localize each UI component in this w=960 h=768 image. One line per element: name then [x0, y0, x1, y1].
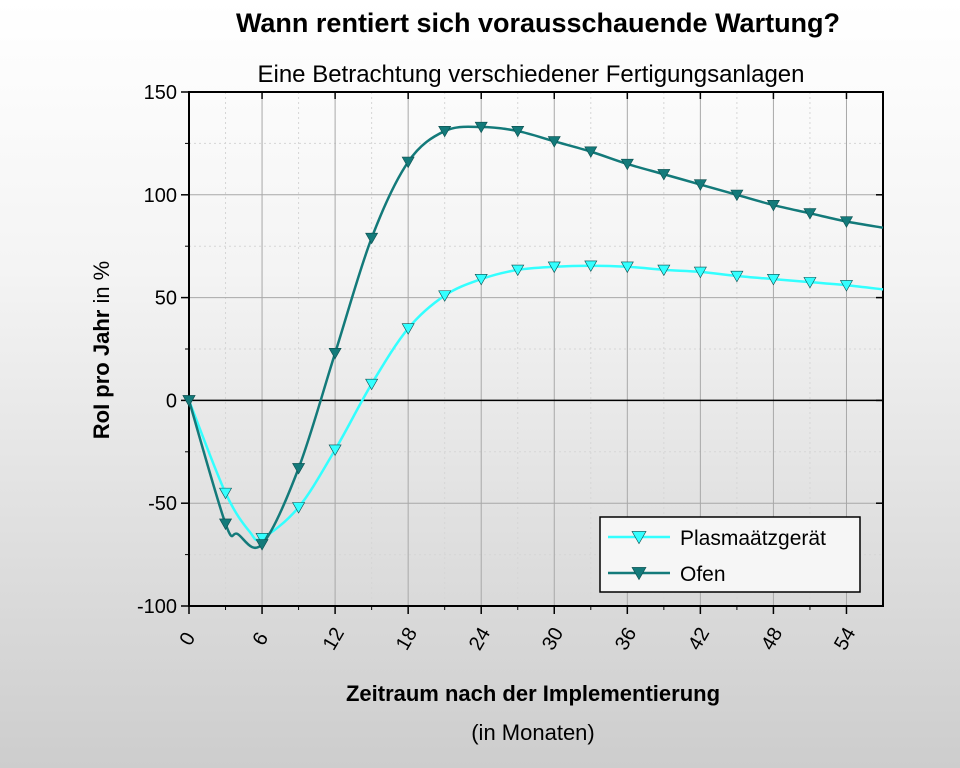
- x-tick-label: 6: [249, 629, 274, 650]
- series-point: [182, 395, 196, 407]
- series-point: [365, 232, 379, 245]
- chart-title: Wann rentiert sich vorausschauende Wartu…: [236, 8, 840, 38]
- x-tick-label: 48: [757, 624, 787, 654]
- legend-marker: [631, 531, 647, 545]
- y-tick-label: 0: [166, 390, 177, 412]
- x-tick-label: 12: [319, 624, 349, 654]
- series-point: [365, 378, 379, 391]
- series-point: [292, 502, 306, 514]
- y-tick-label: 100: [144, 185, 177, 207]
- series-1: [182, 260, 884, 545]
- y-axis-label: RoI pro Jahr in %: [89, 261, 114, 440]
- x-tick-label: 36: [611, 624, 641, 654]
- x-tick-label: 0: [175, 629, 200, 650]
- series-point: [730, 189, 744, 202]
- series-point: [328, 348, 342, 360]
- series-point: [438, 290, 452, 302]
- x-axis-sublabel: (in Monaten): [471, 720, 595, 745]
- legend-marker: [631, 567, 647, 581]
- y-axis-label-unit: in %: [89, 261, 114, 310]
- x-tick-label: 24: [465, 624, 495, 654]
- series-point: [766, 273, 780, 286]
- series-point: [657, 264, 671, 277]
- series-point: [839, 216, 853, 228]
- x-axis-label: Zeitraum nach der Implementierung: [346, 681, 720, 706]
- series-point: [219, 487, 233, 500]
- series-2: [182, 121, 884, 551]
- y-tick-label: -50: [148, 493, 177, 515]
- legend-label: Ofen: [680, 563, 726, 586]
- series-point: [328, 444, 342, 457]
- legend-label: Plasmaätzgerät: [680, 527, 826, 550]
- series-point: [547, 261, 561, 274]
- series-point: [803, 277, 817, 289]
- series-point: [620, 158, 634, 171]
- series-point: [730, 270, 744, 283]
- y-tick-label: 50: [155, 288, 177, 310]
- series-line: [187, 264, 884, 542]
- x-tick-label: 42: [684, 624, 714, 654]
- series-point: [511, 264, 525, 277]
- legend: Plasmaätzgerät Ofen: [599, 516, 861, 593]
- series-line: [187, 125, 884, 550]
- chart-subtitle: Eine Betrachtung verschiedener Fertigung…: [257, 61, 804, 88]
- series-point: [474, 121, 488, 134]
- series-point: [474, 273, 488, 286]
- y-tick-label: 150: [144, 82, 177, 104]
- series-point: [292, 463, 306, 475]
- series-point: [839, 280, 853, 292]
- series-point: [584, 260, 598, 273]
- x-tick-label: 30: [538, 624, 568, 654]
- y-axis-label-bold: RoI pro Jahr: [89, 309, 114, 439]
- series-point: [693, 179, 707, 191]
- series-point: [438, 125, 452, 138]
- series-point: [620, 261, 634, 274]
- series-point: [584, 146, 598, 158]
- y-tick-label: -100: [137, 596, 177, 618]
- series-point: [219, 518, 233, 531]
- x-tick-label: 18: [392, 624, 422, 654]
- legend-box: [599, 516, 861, 593]
- series-point: [803, 208, 817, 220]
- series-point: [401, 156, 415, 169]
- series-point: [693, 266, 707, 279]
- series-point: [547, 136, 561, 148]
- series-point: [255, 539, 269, 551]
- series-point: [657, 169, 671, 181]
- series-point: [766, 199, 780, 212]
- series-point: [511, 125, 525, 138]
- x-tick-label: 54: [830, 624, 860, 654]
- series-point: [401, 323, 415, 335]
